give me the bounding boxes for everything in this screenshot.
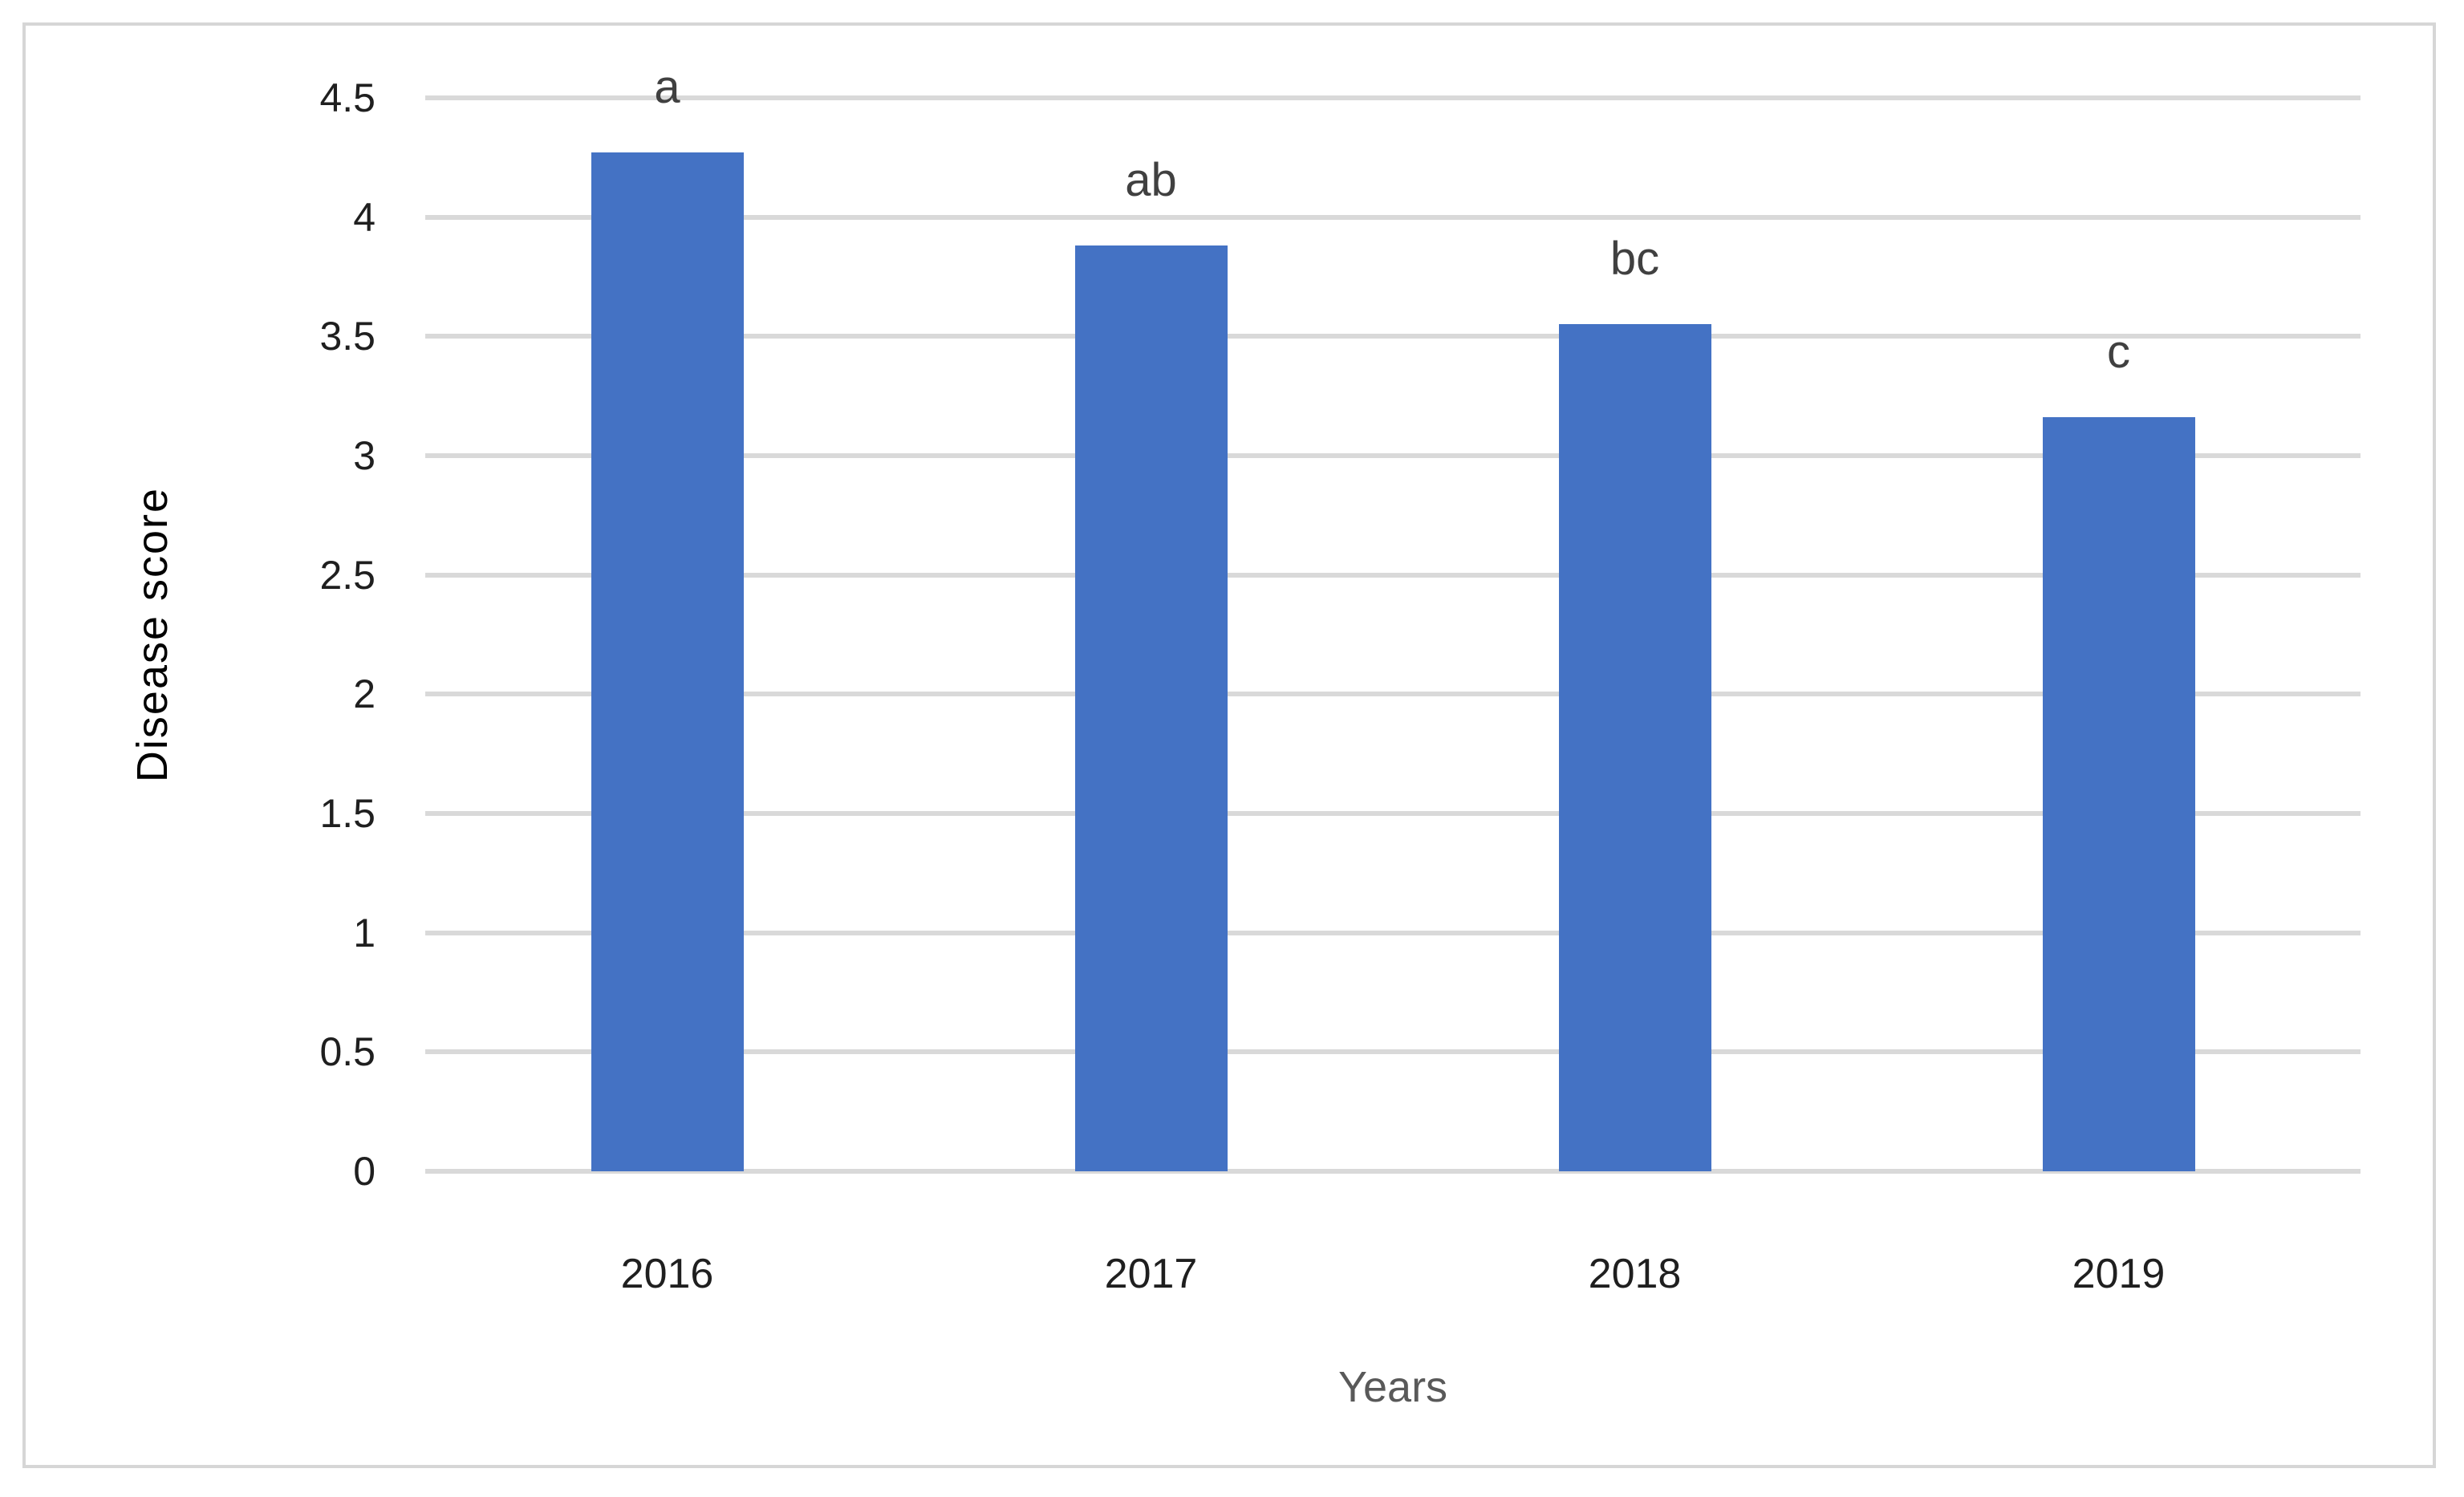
gridline-y-2.5 [425,572,2360,578]
gridline-y-0 [425,1169,2360,1174]
y-tick-label-3: 3 [353,433,375,478]
gridline-y-0.5 [425,1049,2360,1055]
y-tick-label-4: 4 [353,194,375,240]
gridline-y-2 [425,692,2360,697]
y-tick-label-2.5: 2.5 [319,552,375,598]
bar-2016 [591,152,744,1171]
gridline-y-3 [425,453,2360,458]
significance-label-2018: bc [1610,233,1660,286]
gridline-y-3.5 [425,334,2360,339]
bar-2018 [1558,324,1711,1171]
x-tick-label-2018: 2018 [1588,1251,1682,1297]
x-tick-label-2019: 2019 [2072,1251,2166,1297]
gridline-y-4 [425,214,2360,220]
plot-area: a ab bc c [425,64,2360,1174]
gridline-y-1 [425,930,2360,935]
gridline-y-1.5 [425,811,2360,816]
y-tick-label-3.5: 3.5 [319,314,375,359]
y-tick-label-1: 1 [353,910,375,955]
bar-2017 [1074,245,1228,1171]
x-tick-label-2016: 2016 [620,1251,714,1297]
bar-2019 [2042,417,2195,1171]
y-axis-title: Disease score [128,486,177,783]
y-tick-label-4.5: 4.5 [319,75,375,120]
y-tick-label-2: 2 [353,671,375,717]
x-tick-label-2017: 2017 [1104,1251,1198,1297]
gridline-y-4.5 [425,95,2360,100]
x-axis-title: Years [1338,1363,1448,1411]
chart-border [22,22,2436,1468]
significance-label-2019: c [2107,326,2130,379]
y-tick-label-1.5: 1.5 [319,791,375,836]
y-tick-label-0.5: 0.5 [319,1029,375,1075]
significance-label-2017: ab [1125,154,1177,207]
significance-label-2016: a [654,61,680,114]
y-tick-label-0: 0 [353,1149,375,1194]
